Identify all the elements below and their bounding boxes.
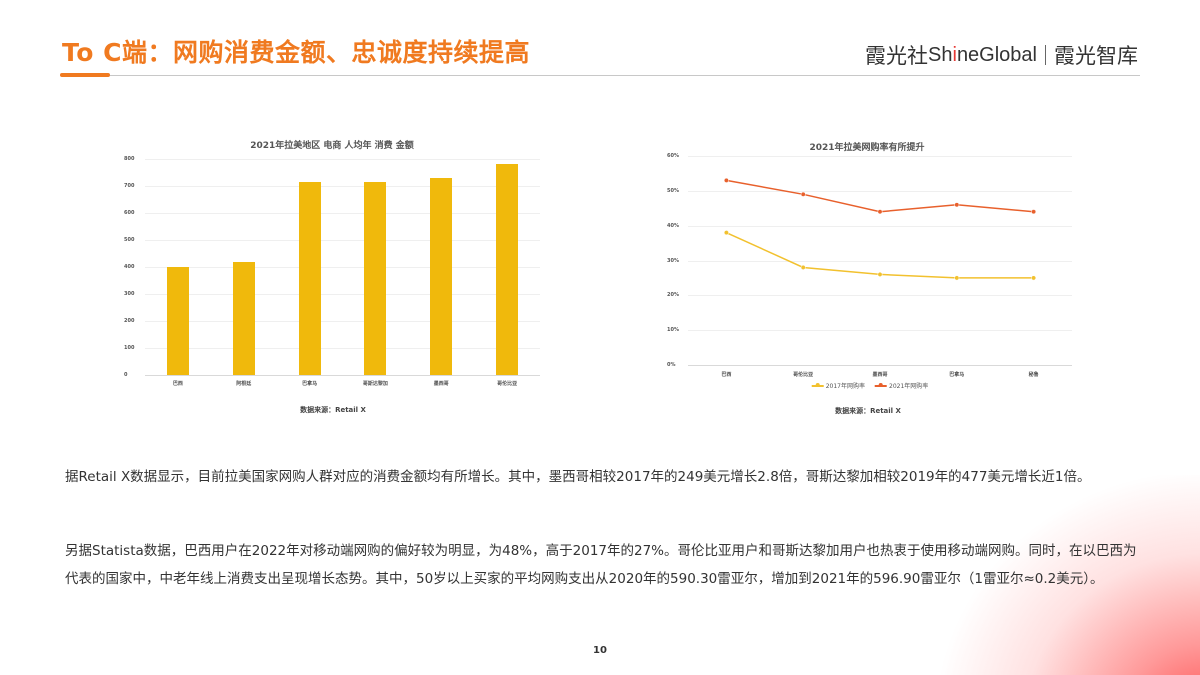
y-tick-label: 700 [124,183,135,189]
x-category-label: 巴西 [172,381,183,387]
line-chart-online-shopping-rate: 2021年拉美网购率有所提升 60% 50% 40% 30% 20% 10% 0% 巴西 哥伦比… [667,143,1072,415]
data-point-marker [877,271,883,277]
y-tick-label: 0 [124,372,128,378]
x-category-label: 秘鲁 [1028,372,1039,378]
gridline [145,159,540,160]
gridline [688,190,1072,192]
title-divider [60,75,1140,76]
y-tick-label: 40% [667,222,679,229]
x-category-label: 巴拿马 [302,381,318,387]
data-point-marker [723,230,729,236]
paragraph-retail-x: 据Retail X数据显示，目前拉美国家网购人群对应的消费金额均有所增长。其中，… [65,469,1091,485]
bar [298,182,321,375]
line-chart-source: 数据来源：Retail X [835,407,901,415]
x-category-label: 墨西哥 [433,381,449,387]
x-category-label: 哥斯达黎加 [362,381,388,387]
gridline [145,375,540,376]
data-point-marker [1031,275,1037,281]
brand-logo: 霞光社 ShineGlobal 霞光智库 [865,40,1138,70]
legend-item-2021: 2021年网购率 [875,381,928,390]
title-accent-bar [60,73,110,77]
y-tick-label: 60% [667,153,679,159]
y-tick-label: 0% [667,362,676,368]
gridline [145,213,540,214]
data-point-marker [723,177,729,183]
y-tick-label: 600 [124,210,135,216]
data-point-marker [877,209,883,215]
y-tick-label: 400 [124,264,135,270]
bar [166,267,189,375]
gridline [688,225,1072,227]
gridline [145,294,540,295]
x-category-label: 墨西哥 [872,372,888,378]
line-chart-legend: 2017年网购率 2021年网购率 [811,381,928,390]
bar [496,164,519,375]
logo-separator [1045,45,1046,65]
x-category-label: 哥伦比亚 [793,372,814,378]
data-point-marker [800,191,806,197]
bar-chart-source: 数据来源：Retail X [300,406,366,414]
y-tick-label: 30% [667,257,679,264]
bar-chart-title: 2021年拉美地区 电商 人均年 消费 金额 [250,141,414,151]
x-category-label: 阿根廷 [236,381,252,387]
series-line [726,231,1034,279]
y-tick-label: 300 [124,291,135,297]
bar [430,177,453,375]
y-tick-label: 50% [667,187,679,194]
legend-line-marker-icon [875,383,887,387]
line-series-plot [723,177,1037,281]
line-chart-title: 2021年拉美网购率有所提升 [809,143,925,153]
y-tick-label: 500 [124,237,135,243]
gridline [145,240,540,241]
gridline [145,321,540,322]
y-tick-label: 800 [124,156,135,162]
gridline [688,330,1072,332]
paragraph-statista: 另据Statista数据，巴西用户在2022年对移动端网购的偏好较为明显，为48… [65,543,1137,587]
gridline [688,156,1072,157]
gridline [688,365,1072,366]
data-point-marker [1031,209,1037,215]
bar [364,182,387,375]
bar-chart-spending: 2021年拉美地区 电商 人均年 消费 金额 800 700 600 500 400 30… [0,0,600,430]
x-category-label: 巴拿马 [949,372,965,378]
data-point-marker [954,202,960,208]
gridline [145,186,540,187]
logo-cn-right: 霞光智库 [1054,44,1138,68]
y-tick-label: 20% [667,292,679,299]
gridline [688,295,1072,297]
gridline [688,260,1072,262]
legend-item-2017: 2017年网购率 [811,381,865,390]
x-category-label: 哥伦比亚 [497,381,518,387]
x-category-label: 巴西 [721,372,732,378]
y-tick-label: 200 [124,318,135,324]
legend-line-marker-icon [811,383,824,387]
bar [232,261,255,375]
gridline [145,348,540,349]
page-number: 10 [593,645,607,656]
y-tick-label: 10% [667,327,679,334]
logo-cn-left: 霞光社 [865,44,929,68]
data-point-marker [800,265,806,270]
y-tick-label: 100 [124,345,135,351]
gridline [145,267,540,268]
data-point-marker [954,275,960,281]
series-line [726,179,1034,213]
logo-en: ShineGlobal [928,43,1037,66]
page-title: To C端：网购消费金额、忠诚度持续提高 [62,38,530,67]
